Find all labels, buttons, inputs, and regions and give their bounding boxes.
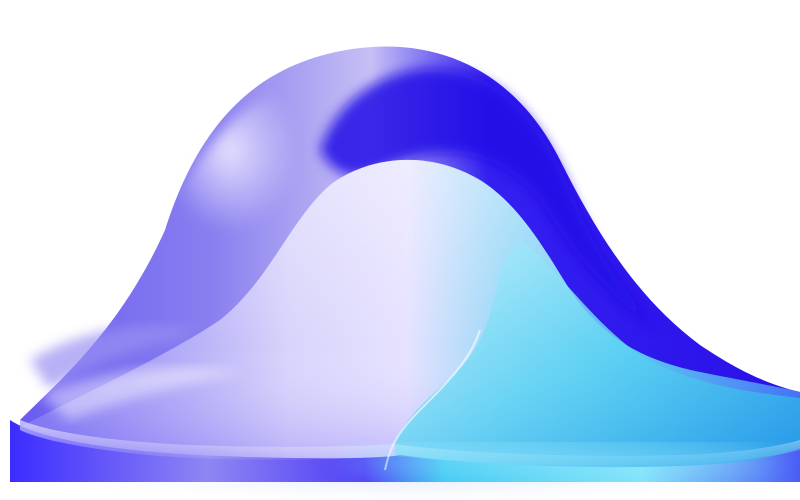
bottom-glow	[340, 448, 780, 476]
cyan-lobe	[395, 240, 800, 470]
left-fold-1	[30, 326, 200, 390]
base-puddle-rim-highlight	[20, 420, 800, 466]
lobe-seam	[384, 329, 481, 471]
base-puddle	[10, 420, 800, 482]
back-dome-highlight	[150, 70, 340, 300]
left-fold-2	[40, 367, 240, 420]
back-dome-shade	[320, 68, 660, 330]
